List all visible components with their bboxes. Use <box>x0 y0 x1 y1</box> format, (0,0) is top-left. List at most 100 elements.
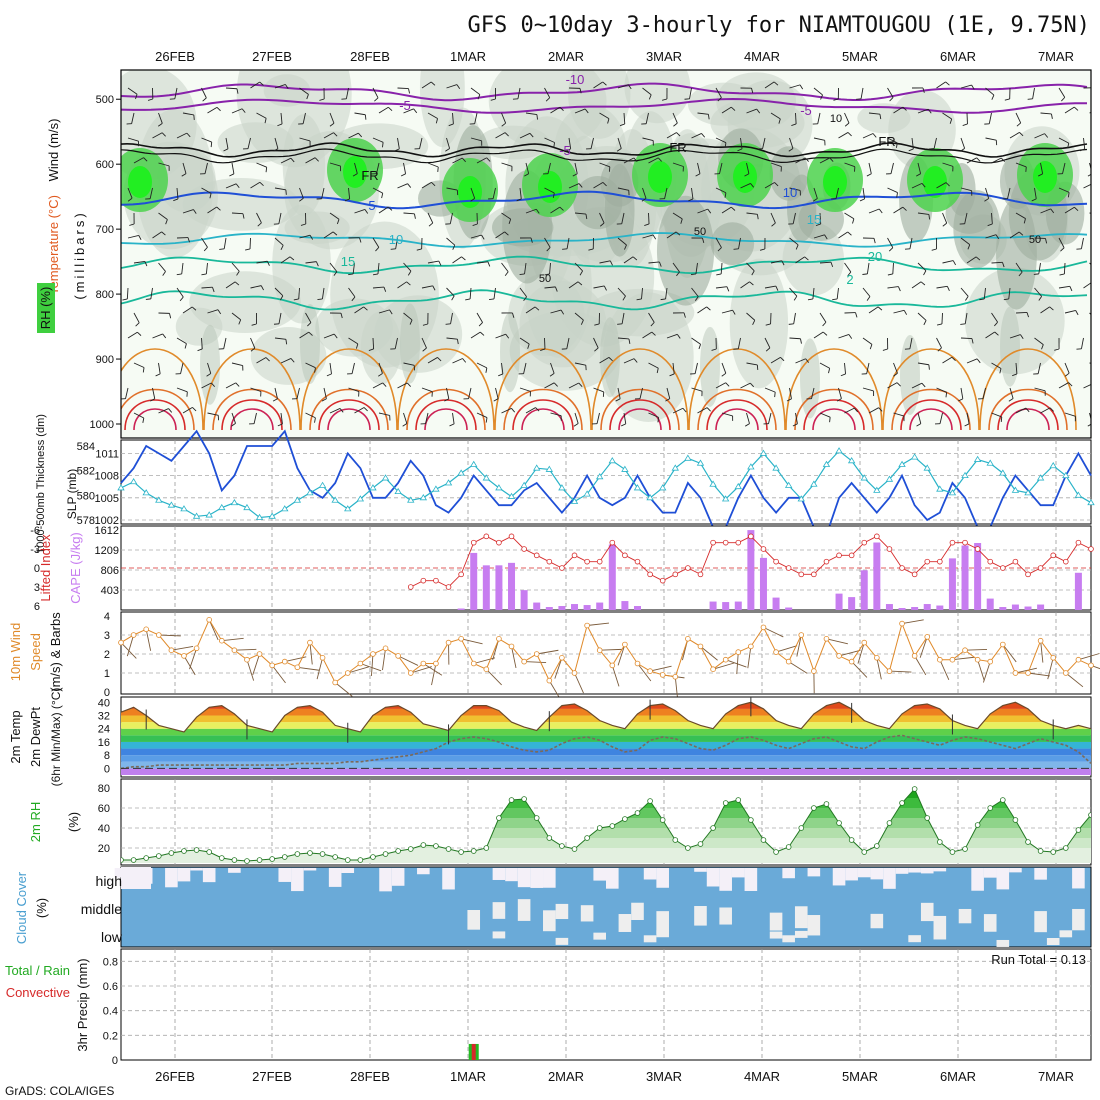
cloud-high-bar <box>278 868 292 882</box>
data-point <box>949 656 956 663</box>
data-point <box>470 539 477 546</box>
data-point <box>848 552 855 559</box>
data-point <box>987 805 994 811</box>
cape-bar <box>545 607 553 610</box>
data-point <box>861 639 868 646</box>
cloud-mid-bar <box>870 913 884 929</box>
data-point <box>571 670 578 676</box>
cloud-high-bar <box>202 868 216 883</box>
cape-bar <box>759 557 767 610</box>
data-point <box>873 486 881 493</box>
data-point <box>559 565 565 571</box>
wind-barb <box>347 666 369 674</box>
data-point <box>445 584 452 590</box>
data-point <box>293 496 302 503</box>
data-point <box>710 825 716 831</box>
data-point <box>609 823 616 829</box>
data-point <box>281 505 289 512</box>
cloud-mid-bar <box>656 911 669 935</box>
cape-bar <box>1011 604 1019 610</box>
cloud-mid-bar <box>517 899 531 921</box>
data-point <box>671 464 679 471</box>
data-point <box>633 484 642 491</box>
data-point <box>1050 849 1057 855</box>
data-point <box>672 571 679 578</box>
data-point <box>533 815 540 821</box>
data-point <box>395 848 401 854</box>
data-point <box>457 469 465 476</box>
temp-label-1: 2m Temp <box>8 710 23 763</box>
data-point <box>307 639 313 646</box>
wind-barb <box>145 629 152 651</box>
cape-bar <box>1074 572 1082 610</box>
data-point <box>445 846 452 852</box>
wind-barb <box>271 665 286 684</box>
temp-band <box>121 722 1091 729</box>
data-point <box>546 835 553 841</box>
data-point <box>168 850 175 856</box>
top-date-2MAR: 2MAR <box>548 49 584 64</box>
data-point <box>344 857 351 863</box>
pressure-tick-900: 900 <box>96 354 114 366</box>
cloud-mid-bar <box>794 906 808 929</box>
data-point <box>357 660 364 667</box>
cloud-high-bar <box>870 868 884 880</box>
cloud-high-bar <box>303 868 317 871</box>
temp-band <box>121 761 1091 769</box>
data-point <box>193 847 200 853</box>
data-point <box>748 817 754 823</box>
data-point <box>559 843 565 849</box>
data-point <box>773 558 779 565</box>
data-point <box>206 616 212 623</box>
data-point <box>1037 565 1044 571</box>
wind-barb <box>360 663 382 672</box>
slp-series-line <box>120 429 1092 537</box>
rh-legend-swatch <box>37 283 55 333</box>
data-point <box>798 571 805 578</box>
data-point <box>420 842 427 848</box>
cape-tick: 1612 <box>95 525 119 537</box>
data-point <box>1011 486 1020 493</box>
wind-barb <box>876 657 882 680</box>
contour-label: 15 <box>807 212 821 227</box>
data-point <box>483 666 490 672</box>
cape-bar <box>772 597 780 610</box>
data-point <box>621 465 629 472</box>
data-point <box>773 649 779 655</box>
data-point <box>987 658 994 665</box>
data-point <box>496 635 502 642</box>
cloud-high-bar <box>1009 868 1022 873</box>
data-point <box>294 664 301 671</box>
data-point <box>911 653 918 659</box>
data-point <box>458 635 464 642</box>
data-point <box>1063 670 1069 676</box>
slp-thickness-panel: 578 580 582 584 1002 1005 1008 1011 1000-500mb … <box>35 414 1095 554</box>
wind-barb <box>252 653 260 676</box>
data-point <box>596 647 603 653</box>
wind-barb <box>246 659 255 681</box>
cloud-high-bar <box>706 868 720 887</box>
data-point <box>382 851 389 857</box>
cloud-level-high: high <box>96 873 122 889</box>
data-point <box>937 656 943 663</box>
data-point <box>583 490 591 497</box>
wind-barb <box>410 666 432 674</box>
wind-barb <box>371 653 374 676</box>
cloud-mid-bar <box>920 902 934 922</box>
data-point <box>1025 839 1031 845</box>
data-point <box>332 854 338 860</box>
wind-barb <box>171 645 194 651</box>
wind-tick: 2 <box>104 649 110 661</box>
data-point <box>735 539 742 546</box>
data-point <box>1074 491 1083 498</box>
data-point <box>143 626 149 633</box>
precip-bars <box>468 1043 479 1060</box>
cape-bar <box>860 570 868 610</box>
wind-barb <box>1047 657 1054 680</box>
wind-barb <box>796 634 802 657</box>
data-point <box>874 654 880 661</box>
data-point <box>961 471 969 478</box>
data-point <box>444 479 453 486</box>
data-point <box>117 484 125 491</box>
dewpoint-series-line <box>121 734 1091 770</box>
